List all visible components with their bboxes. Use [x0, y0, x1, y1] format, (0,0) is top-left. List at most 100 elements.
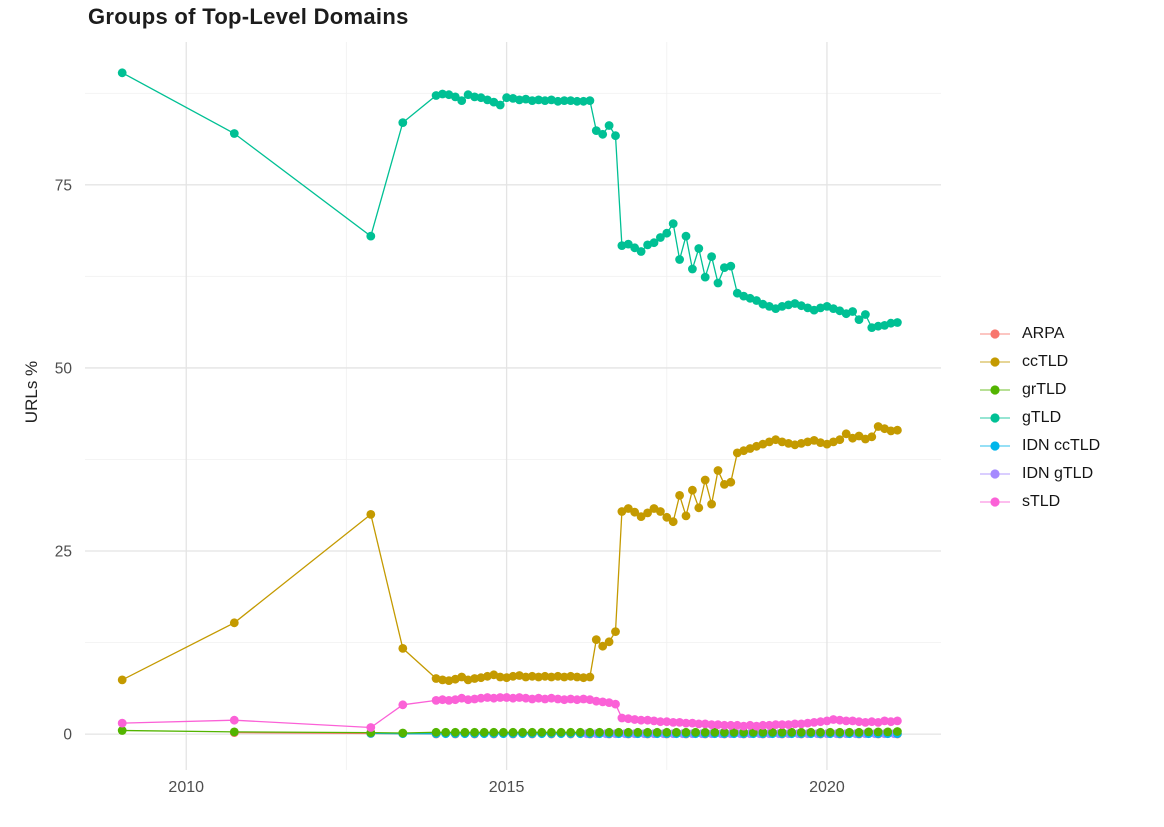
chart-title: Groups of Top-Level Domains: [88, 4, 409, 29]
data-point: [700, 272, 710, 282]
y-tick-label-75: 75: [55, 177, 72, 194]
data-point: [489, 693, 499, 703]
data-point: [556, 727, 566, 737]
data-point: [566, 96, 576, 105]
legend: ARPA ccTLD grTLD gTLD IDN ccTLD IDN gTLD sTLD: [979, 320, 1100, 516]
data-point: [848, 716, 857, 726]
data-point: [649, 716, 659, 726]
data-point: [726, 720, 736, 730]
data-point: [521, 693, 531, 703]
data-point: [611, 627, 620, 636]
data-point: [444, 696, 454, 705]
data-point: [691, 727, 700, 737]
data-point: [479, 727, 489, 737]
data-point: [688, 718, 697, 728]
data-point: [633, 727, 643, 737]
data-point: [720, 727, 729, 737]
data-point: [604, 637, 614, 647]
data-point: [527, 96, 537, 105]
data-point: [229, 727, 239, 737]
legend-key-icon-grtld: [980, 385, 1010, 395]
data-point: [720, 720, 729, 730]
data-point: [841, 429, 851, 439]
data-point: [515, 693, 524, 702]
data-point: [229, 618, 239, 628]
data-point: [515, 95, 524, 105]
data-point: [598, 641, 608, 651]
data-point: [495, 693, 505, 702]
data-point: [450, 92, 460, 102]
legend-label-cctld: ccTLD: [1022, 353, 1069, 370]
data-point: [893, 716, 902, 726]
data-point: [796, 719, 806, 729]
data-point: [470, 694, 479, 704]
series-points-cctld: [117, 422, 902, 685]
series-points-stld: [117, 693, 902, 732]
data-point: [457, 96, 467, 105]
data-point: [739, 721, 749, 731]
data-point: [835, 715, 845, 725]
data-point: [630, 715, 640, 724]
data-point: [463, 695, 473, 705]
data-point: [643, 727, 652, 737]
data-point: [366, 231, 376, 241]
data-point: [495, 100, 505, 110]
data-point: [681, 718, 691, 728]
data-point: [604, 121, 614, 130]
data-point: [886, 717, 896, 727]
data-point: [803, 718, 813, 728]
data-point: [450, 727, 460, 737]
data-point: [604, 727, 614, 737]
data-point: [752, 721, 761, 731]
data-point: [117, 718, 127, 728]
data-point: [681, 231, 691, 241]
data-point: [229, 129, 239, 138]
data-point: [790, 719, 800, 729]
data-point: [710, 727, 720, 737]
data-point: [700, 719, 710, 729]
data-point: [623, 714, 633, 724]
data-point: [508, 693, 518, 703]
data-point: [726, 261, 736, 271]
data-point: [398, 700, 408, 710]
data-point: [713, 278, 723, 288]
x-tick-label-2010: 2010: [168, 779, 204, 796]
data-point: [668, 718, 678, 727]
data-point: [572, 695, 582, 705]
data-point: [579, 96, 588, 106]
data-point: [598, 129, 608, 139]
data-point: [745, 720, 755, 730]
data-point: [534, 672, 543, 682]
data-point: [694, 244, 704, 253]
data-point: [502, 93, 511, 103]
data-point: [707, 720, 716, 729]
data-point: [726, 477, 736, 487]
data-point: [672, 727, 681, 737]
data-point: [771, 720, 781, 729]
data-point: [117, 726, 127, 735]
data-point: [643, 715, 652, 725]
data-point: [675, 718, 684, 727]
data-point: [652, 727, 662, 737]
data-point: [681, 511, 691, 521]
data-point: [585, 727, 595, 737]
data-point: [713, 720, 723, 729]
data-point: [598, 697, 608, 707]
y-tick-label-25: 25: [55, 544, 72, 561]
data-point: [117, 675, 127, 685]
data-point: [398, 728, 408, 738]
data-point: [566, 671, 576, 681]
data-point: [867, 432, 877, 442]
data-point: [873, 727, 883, 737]
data-point: [768, 727, 777, 737]
data-point: [758, 720, 768, 730]
legend-key-icon-cctld: [980, 357, 1010, 367]
y-tick-label-0: 0: [63, 727, 72, 744]
data-point: [623, 727, 633, 737]
data-point: [229, 715, 239, 725]
data-point: [623, 239, 633, 249]
x-tick-label-2015: 2015: [489, 779, 525, 796]
data-point: [617, 713, 627, 723]
data-point: [893, 425, 902, 435]
